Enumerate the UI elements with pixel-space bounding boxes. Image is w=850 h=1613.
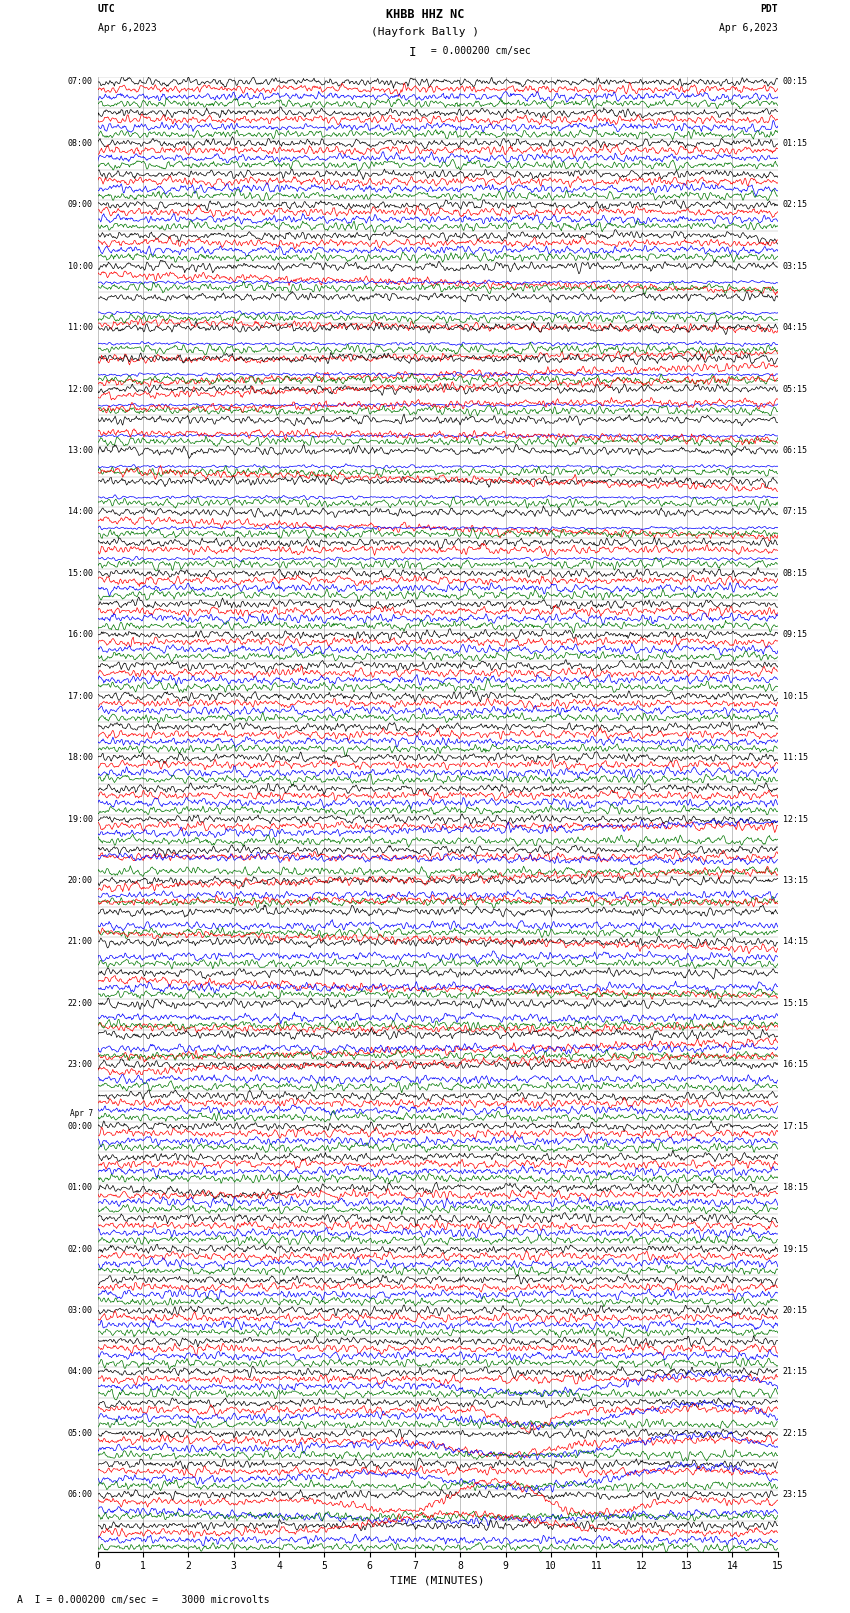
Text: 08:00: 08:00 bbox=[68, 139, 93, 148]
Text: 02:00: 02:00 bbox=[68, 1245, 93, 1253]
Text: 16:00: 16:00 bbox=[68, 631, 93, 639]
Text: 15:00: 15:00 bbox=[68, 569, 93, 577]
Text: 09:15: 09:15 bbox=[783, 631, 808, 639]
Text: 13:00: 13:00 bbox=[68, 447, 93, 455]
Text: 19:00: 19:00 bbox=[68, 815, 93, 824]
Text: 22:00: 22:00 bbox=[68, 998, 93, 1008]
Text: 10:00: 10:00 bbox=[68, 261, 93, 271]
Text: = 0.000200 cm/sec: = 0.000200 cm/sec bbox=[425, 47, 530, 56]
Text: 06:00: 06:00 bbox=[68, 1490, 93, 1498]
Text: 08:15: 08:15 bbox=[783, 569, 808, 577]
Text: 23:15: 23:15 bbox=[783, 1490, 808, 1498]
Text: (Hayfork Bally ): (Hayfork Bally ) bbox=[371, 27, 479, 37]
Text: 12:15: 12:15 bbox=[783, 815, 808, 824]
Text: 19:15: 19:15 bbox=[783, 1245, 808, 1253]
X-axis label: TIME (MINUTES): TIME (MINUTES) bbox=[390, 1576, 485, 1586]
Text: 23:00: 23:00 bbox=[68, 1060, 93, 1069]
Text: 01:15: 01:15 bbox=[783, 139, 808, 148]
Text: 00:00: 00:00 bbox=[68, 1121, 93, 1131]
Text: Apr 6,2023: Apr 6,2023 bbox=[719, 23, 778, 34]
Text: 11:15: 11:15 bbox=[783, 753, 808, 761]
Text: 10:15: 10:15 bbox=[783, 692, 808, 700]
Text: 00:15: 00:15 bbox=[783, 77, 808, 87]
Text: 09:00: 09:00 bbox=[68, 200, 93, 210]
Text: 01:00: 01:00 bbox=[68, 1184, 93, 1192]
Text: 20:00: 20:00 bbox=[68, 876, 93, 886]
Text: KHBB HHZ NC: KHBB HHZ NC bbox=[386, 8, 464, 21]
Text: UTC: UTC bbox=[98, 3, 116, 15]
Text: 03:00: 03:00 bbox=[68, 1307, 93, 1315]
Text: 05:00: 05:00 bbox=[68, 1429, 93, 1437]
Text: 02:15: 02:15 bbox=[783, 200, 808, 210]
Text: 14:00: 14:00 bbox=[68, 508, 93, 516]
Text: 17:00: 17:00 bbox=[68, 692, 93, 700]
Text: 11:00: 11:00 bbox=[68, 323, 93, 332]
Text: 07:15: 07:15 bbox=[783, 508, 808, 516]
Text: 22:15: 22:15 bbox=[783, 1429, 808, 1437]
Text: A  I = 0.000200 cm/sec =    3000 microvolts: A I = 0.000200 cm/sec = 3000 microvolts bbox=[17, 1595, 269, 1605]
Text: 17:15: 17:15 bbox=[783, 1121, 808, 1131]
Text: 06:15: 06:15 bbox=[783, 447, 808, 455]
Text: Apr 6,2023: Apr 6,2023 bbox=[98, 23, 156, 34]
Text: I: I bbox=[409, 47, 416, 60]
Text: 03:15: 03:15 bbox=[783, 261, 808, 271]
Text: 20:15: 20:15 bbox=[783, 1307, 808, 1315]
Text: 04:00: 04:00 bbox=[68, 1368, 93, 1376]
Text: 13:15: 13:15 bbox=[783, 876, 808, 886]
Text: 07:00: 07:00 bbox=[68, 77, 93, 87]
Text: 04:15: 04:15 bbox=[783, 323, 808, 332]
Text: Apr 7: Apr 7 bbox=[70, 1110, 93, 1118]
Text: 16:15: 16:15 bbox=[783, 1060, 808, 1069]
Text: 21:00: 21:00 bbox=[68, 937, 93, 947]
Text: 12:00: 12:00 bbox=[68, 384, 93, 394]
Text: 18:15: 18:15 bbox=[783, 1184, 808, 1192]
Text: 18:00: 18:00 bbox=[68, 753, 93, 761]
Text: PDT: PDT bbox=[760, 3, 778, 15]
Text: 14:15: 14:15 bbox=[783, 937, 808, 947]
Text: 05:15: 05:15 bbox=[783, 384, 808, 394]
Text: 21:15: 21:15 bbox=[783, 1368, 808, 1376]
Text: 15:15: 15:15 bbox=[783, 998, 808, 1008]
